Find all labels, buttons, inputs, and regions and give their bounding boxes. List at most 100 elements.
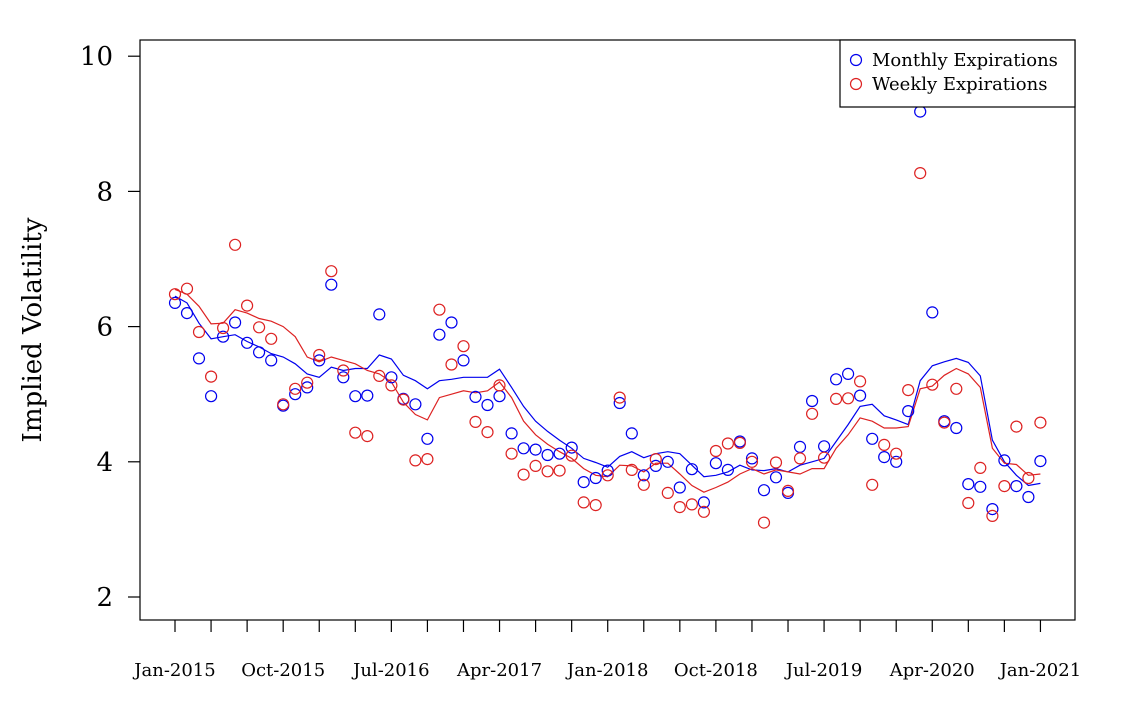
point-monthly [902,405,915,418]
point-weekly [553,464,566,477]
point-monthly [769,471,783,484]
point-weekly [589,499,602,512]
point-weekly [805,407,819,420]
point-monthly [565,441,578,454]
point-monthly [469,390,482,403]
x-tick-label: Jul-2016 [351,660,429,681]
y-tick-label: 6 [96,313,113,343]
y-axis: 2 4 6 8 10 [80,42,140,613]
point-weekly [926,378,939,391]
y-tick-label: 10 [80,42,113,72]
y-axis-label: Implied Volatility [18,217,48,442]
point-weekly [637,478,650,491]
x-tick-label: Oct-2015 [241,660,325,681]
point-weekly [685,498,699,511]
point-weekly [709,444,723,458]
point-weekly [890,447,903,460]
point-weekly [313,348,326,362]
point-weekly [745,455,759,468]
point-monthly [793,440,807,453]
point-monthly [421,432,434,445]
point-weekly [481,426,494,439]
point-monthly [962,478,975,491]
point-weekly [902,384,915,397]
point-weekly [601,469,614,482]
point-weekly [253,321,266,334]
point-monthly [829,373,843,386]
point-weekly [265,332,278,345]
point-monthly [878,451,891,464]
point-monthly [926,306,939,319]
point-monthly [541,448,554,462]
point-weekly [1022,471,1035,485]
point-monthly [866,432,879,445]
point-weekly [301,376,314,389]
y-tick-label: 8 [96,177,113,207]
point-weekly [1010,420,1023,433]
point-weekly [781,484,795,497]
point-monthly [349,390,362,403]
point-weekly [733,436,747,449]
point-weekly [529,459,542,472]
point-monthly [914,105,927,118]
point-monthly [553,447,566,460]
point-weekly [998,480,1011,493]
point-monthly [180,307,194,320]
point-monthly [625,427,638,440]
point-weekly [841,392,855,405]
point-monthly [1034,455,1047,468]
point-monthly [950,421,963,435]
point-monthly [637,469,650,482]
point-monthly [457,354,470,367]
point-weekly [349,426,362,439]
point-monthly [313,354,326,367]
trend-line-monthly [174,295,1041,487]
point-monthly [974,480,987,493]
point-weekly [613,391,626,404]
point-monthly [301,381,314,394]
point-weekly [625,463,638,476]
point-monthly [853,389,867,402]
point-weekly [769,456,783,469]
point-monthly [325,278,338,291]
point-weekly [457,340,470,353]
point-weekly [757,516,771,529]
x-tick-label: Oct-2018 [674,660,758,681]
point-weekly [829,392,843,405]
point-monthly [577,476,590,489]
point-weekly [697,505,711,518]
point-monthly [721,463,735,476]
x-tick-label: Jan-2021 [998,660,1081,681]
x-tick-label: Apr-2020 [889,660,975,681]
legend: Monthly Expirations Weekly Expirations [839,39,1076,108]
point-weekly [397,393,410,406]
point-weekly [565,449,578,462]
point-monthly [481,398,494,412]
point-monthly [986,503,999,516]
point-weekly [866,478,879,491]
point-weekly [385,379,398,392]
point-monthly [998,454,1011,467]
point-weekly [649,453,662,466]
point-monthly [373,308,386,321]
legend-marker-monthly [849,53,863,67]
point-weekly [373,369,386,382]
point-weekly [241,299,254,312]
point-weekly [445,358,458,371]
point-weekly [974,461,987,474]
point-monthly [337,371,350,384]
point-monthly [529,443,542,456]
point-weekly [409,454,422,467]
legend-label-monthly: Monthly Expirations [872,50,1058,71]
point-monthly [192,352,206,365]
series-points [168,105,1047,529]
x-tick-label: Apr-2017 [456,660,542,681]
point-weekly [673,501,686,514]
point-weekly [661,486,674,499]
plot-area-border [139,39,1076,621]
point-monthly [241,336,254,349]
point-monthly [589,471,602,485]
point-monthly [601,464,614,477]
point-weekly [914,167,927,180]
